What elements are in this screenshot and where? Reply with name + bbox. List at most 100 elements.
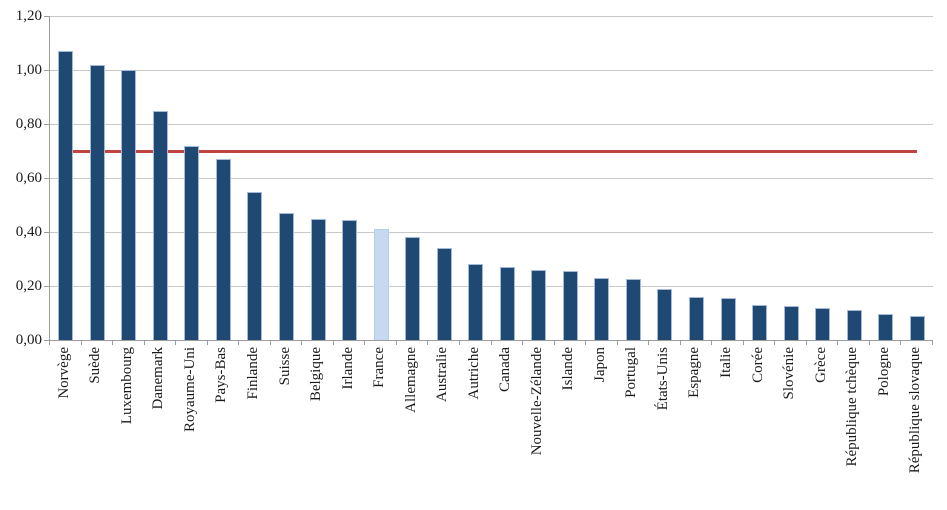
x-tick bbox=[553, 341, 555, 345]
category-label: Nouvelle-Zélande bbox=[528, 347, 545, 456]
gridline bbox=[50, 285, 933, 287]
bar bbox=[720, 298, 736, 340]
category-label: Espagne bbox=[686, 347, 703, 398]
bar bbox=[58, 51, 74, 340]
gridline bbox=[50, 69, 933, 71]
x-tick bbox=[80, 341, 82, 345]
x-tick bbox=[774, 341, 776, 345]
category-label: Allemagne bbox=[402, 347, 419, 413]
x-tick bbox=[490, 341, 492, 345]
bar bbox=[184, 145, 200, 340]
bar bbox=[499, 267, 515, 340]
bar bbox=[279, 213, 295, 340]
ytick-label: 0,40 bbox=[15, 223, 42, 240]
bar bbox=[815, 307, 831, 340]
category-label: Autriche bbox=[465, 347, 482, 400]
bar bbox=[247, 191, 263, 340]
x-tick bbox=[868, 341, 870, 345]
x-tick bbox=[112, 341, 114, 345]
x-tick bbox=[522, 341, 524, 345]
category-label: Irlande bbox=[339, 347, 356, 390]
reference-line bbox=[65, 149, 918, 153]
category-label: Belgique bbox=[308, 347, 325, 402]
y-tick bbox=[44, 231, 49, 233]
x-tick bbox=[805, 341, 807, 345]
gridline bbox=[50, 231, 933, 233]
bar bbox=[752, 304, 768, 340]
bar bbox=[562, 271, 578, 340]
ytick-label: 1,00 bbox=[15, 61, 42, 78]
category-label: Danemark bbox=[150, 347, 167, 410]
gridline bbox=[50, 123, 933, 125]
bar bbox=[342, 219, 358, 340]
ytick-label: 0,80 bbox=[15, 115, 42, 132]
x-tick bbox=[269, 341, 271, 345]
category-label: France bbox=[371, 347, 388, 388]
category-label: États-Unis bbox=[654, 347, 671, 411]
bar bbox=[909, 315, 925, 340]
x-tick bbox=[648, 341, 650, 345]
bar bbox=[436, 248, 452, 340]
y-tick bbox=[44, 285, 49, 287]
x-tick bbox=[206, 341, 208, 345]
x-tick bbox=[332, 341, 334, 345]
bar bbox=[846, 310, 862, 340]
ytick-label: 0,00 bbox=[15, 331, 42, 348]
bar bbox=[531, 269, 547, 340]
x-tick bbox=[711, 341, 713, 345]
category-label: Pologne bbox=[875, 347, 892, 397]
category-label: Norvège bbox=[55, 347, 72, 399]
bar bbox=[688, 296, 704, 340]
y-tick bbox=[44, 15, 49, 17]
category-label: Pays-Bas bbox=[213, 347, 230, 403]
bar bbox=[468, 264, 484, 340]
y-tick bbox=[44, 123, 49, 125]
x-tick bbox=[837, 341, 839, 345]
bar bbox=[657, 288, 673, 340]
x-tick bbox=[679, 341, 681, 345]
bar-highlight-france bbox=[373, 229, 389, 340]
category-label: Finlande bbox=[244, 347, 261, 400]
x-tick bbox=[175, 341, 177, 345]
x-tick bbox=[301, 341, 303, 345]
bar bbox=[121, 70, 137, 340]
bar bbox=[405, 237, 421, 340]
y-tick bbox=[44, 339, 49, 341]
category-label: République tchèque bbox=[844, 347, 861, 467]
bar bbox=[152, 110, 168, 340]
x-tick bbox=[742, 341, 744, 345]
y-tick bbox=[44, 69, 49, 71]
category-label: Portugal bbox=[623, 347, 640, 398]
x-tick bbox=[395, 341, 397, 345]
category-label: Canada bbox=[497, 347, 514, 392]
gridline bbox=[50, 15, 933, 17]
category-label: Italie bbox=[718, 347, 735, 378]
bar bbox=[625, 279, 641, 340]
bar bbox=[215, 159, 231, 340]
plot-area bbox=[49, 15, 933, 341]
x-tick bbox=[427, 341, 429, 345]
bar bbox=[594, 277, 610, 340]
x-tick bbox=[900, 341, 902, 345]
x-tick bbox=[585, 341, 587, 345]
category-label: Japon bbox=[591, 347, 608, 382]
category-label: Slovénie bbox=[781, 347, 798, 400]
y-tick bbox=[44, 177, 49, 179]
category-label: République slovaque bbox=[907, 347, 924, 474]
x-tick bbox=[238, 341, 240, 345]
category-label: Suisse bbox=[276, 347, 293, 386]
bar bbox=[89, 64, 105, 340]
category-label: Luxembourg bbox=[118, 347, 135, 425]
bar bbox=[783, 306, 799, 340]
category-label: Australie bbox=[434, 347, 451, 402]
x-tick bbox=[458, 341, 460, 345]
x-tick bbox=[49, 341, 50, 345]
category-label: Suède bbox=[87, 347, 104, 384]
x-tick bbox=[143, 341, 145, 345]
category-label: Corée bbox=[749, 347, 766, 383]
x-tick bbox=[932, 341, 933, 345]
ytick-label: 0,60 bbox=[15, 169, 42, 186]
bar bbox=[878, 314, 894, 340]
bar bbox=[310, 218, 326, 340]
